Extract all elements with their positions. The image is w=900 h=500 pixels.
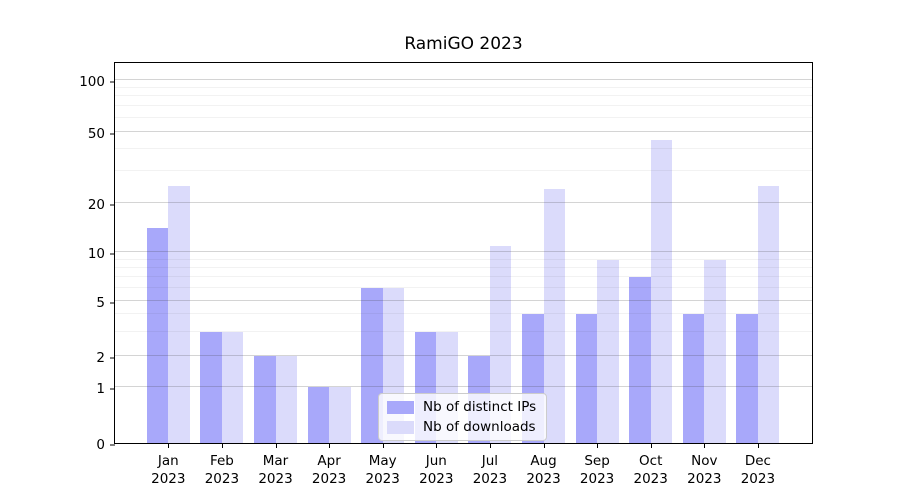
x-tick-mark-feb <box>221 443 223 448</box>
bar-nb-of-distinct-ips-apr <box>307 387 330 443</box>
y-tick-label-0: 0 <box>96 437 105 453</box>
x-tick-mark-nov <box>704 443 706 448</box>
y-tick-mark-0 <box>110 444 115 446</box>
y-tick-mark-50 <box>110 133 115 135</box>
y-tick-label-2: 2 <box>96 350 105 367</box>
x-tick-mark-sep <box>597 443 599 448</box>
y-tick-mark-1 <box>110 388 115 390</box>
x-tick-label-may: May 2023 <box>365 453 400 487</box>
gridline-90 <box>115 86 812 88</box>
gridline-80 <box>115 95 812 97</box>
x-tick-label-jul: Jul 2023 <box>472 453 508 487</box>
x-tick-label-oct: Oct 2023 <box>633 453 668 487</box>
legend-swatch-downloads <box>387 420 414 434</box>
bar-nb-of-distinct-ips-feb <box>200 331 222 443</box>
gridline-8 <box>115 266 812 268</box>
gridline-50 <box>115 130 812 132</box>
gridline-40 <box>115 148 812 150</box>
bar-nb-of-distinct-ips-may <box>361 287 383 443</box>
bar-nb-of-distinct-ips-dec <box>736 314 758 443</box>
x-tick-label-nov: Nov 2023 <box>687 453 722 487</box>
x-tick-label-sep: Sep 2023 <box>579 453 615 487</box>
gridline-100 <box>115 78 812 80</box>
y-tick-mark-100 <box>110 81 115 83</box>
y-tick-label-10: 10 <box>87 246 105 263</box>
bar-nb-of-downloads-jan <box>168 185 190 443</box>
gridline-3 <box>115 330 812 332</box>
bar-nb-of-downloads-aug <box>543 188 565 443</box>
bar-nb-of-distinct-ips-sep <box>575 314 598 443</box>
x-tick-mark-jul <box>489 443 491 448</box>
gridline-70 <box>115 105 812 107</box>
gridline-60 <box>115 117 812 119</box>
gridline-4 <box>115 313 812 315</box>
y-tick-mark-5 <box>110 302 115 304</box>
y-tick-mark-20 <box>110 204 115 206</box>
x-tick-mark-apr <box>329 443 331 448</box>
x-tick-label-jan: Jan 2023 <box>151 453 186 487</box>
bar-nb-of-downloads-apr <box>329 387 351 443</box>
legend-swatch-distinct-ips <box>387 400 414 414</box>
bar-nb-of-distinct-ips-oct <box>629 277 651 443</box>
bar-nb-of-distinct-ips-mar <box>254 356 276 443</box>
gridline-5 <box>115 299 812 301</box>
bar-nb-of-downloads-nov <box>704 259 726 443</box>
gridline-2 <box>115 355 812 357</box>
gridline-30 <box>115 170 812 172</box>
gridline-6 <box>115 286 812 288</box>
bar-nb-of-downloads-sep <box>597 259 619 443</box>
x-tick-label-feb: Feb 2023 <box>204 453 240 487</box>
x-tick-label-aug: Aug 2023 <box>526 453 561 487</box>
x-tick-mark-mar <box>275 443 277 448</box>
legend: Nb of distinct IPs Nb of downloads <box>378 393 548 441</box>
gridline-9 <box>115 258 812 260</box>
x-tick-mark-oct <box>650 443 652 448</box>
bar-nb-of-downloads-feb <box>221 331 244 443</box>
y-tick-mark-2 <box>110 357 115 359</box>
x-tick-label-jun: Jun 2023 <box>419 453 454 487</box>
y-tick-label-5: 5 <box>96 294 105 311</box>
y-tick-label-50: 50 <box>87 125 105 142</box>
x-tick-mark-aug <box>543 443 545 448</box>
bar-nb-of-downloads-mar <box>275 356 297 443</box>
x-tick-mark-jun <box>436 443 438 448</box>
bar-nb-of-downloads-dec <box>757 185 780 443</box>
x-tick-label-mar: Mar 2023 <box>258 453 293 487</box>
y-tick-label-1: 1 <box>96 381 105 398</box>
gridline-1 <box>115 386 812 388</box>
gridline-20 <box>115 202 812 203</box>
y-tick-mark-10 <box>110 253 115 255</box>
x-tick-mark-jan <box>168 443 170 448</box>
legend-row-distinct-ips: Nb of distinct IPs <box>387 399 536 415</box>
bar-nb-of-distinct-ips-nov <box>682 314 705 443</box>
legend-label-downloads: Nb of downloads <box>423 419 536 435</box>
legend-row-downloads: Nb of downloads <box>387 419 536 435</box>
gridline-7 <box>115 276 812 278</box>
gridline-10 <box>115 251 812 253</box>
legend-label-distinct-ips: Nb of distinct IPs <box>423 399 537 415</box>
y-tick-label-100: 100 <box>79 73 105 90</box>
x-tick-mark-dec <box>757 443 759 448</box>
x-tick-mark-may <box>382 443 384 448</box>
bar-nb-of-downloads-oct <box>650 139 673 443</box>
plot-area: Nb of distinct IPs Nb of downloads 0 1 2 5 1… <box>79 62 813 487</box>
chart-title: RamiGO 2023 <box>404 34 523 54</box>
x-tick-label-dec: Dec 2023 <box>740 453 776 487</box>
bar-nb-of-distinct-ips-jan <box>146 228 169 443</box>
x-tick-label-apr: Apr 2023 <box>311 453 347 487</box>
y-tick-label-20: 20 <box>87 197 105 213</box>
